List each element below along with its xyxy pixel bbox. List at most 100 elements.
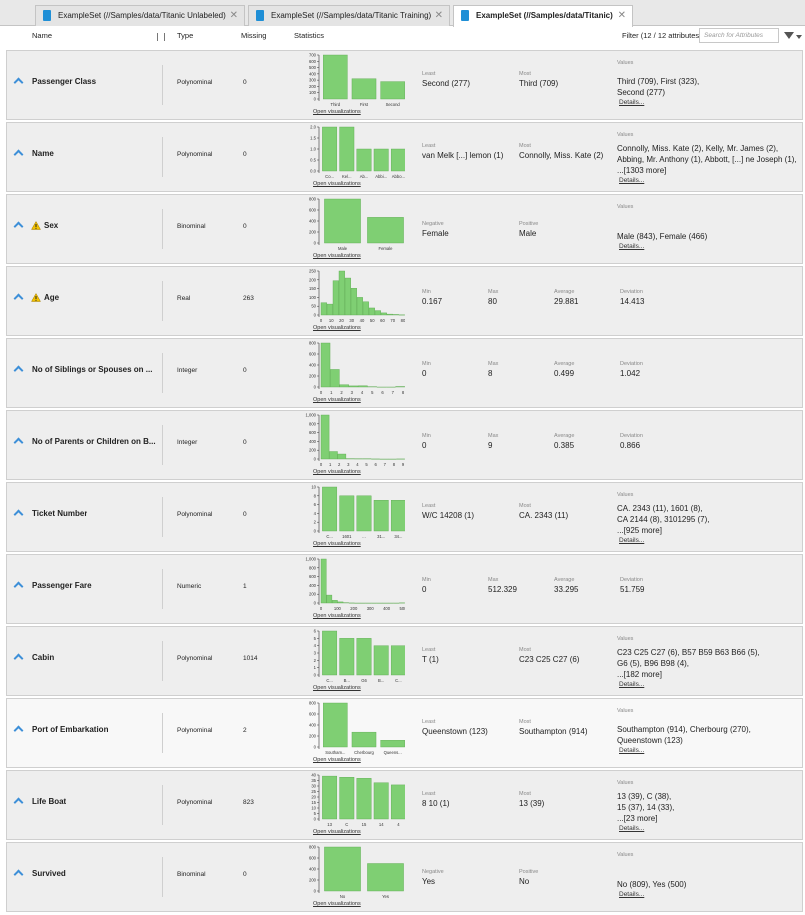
histogram[interactable]: 0 200 400 600 800 0 1 2 3 4 5 6 7 8 [295,339,405,407]
chevron-up-icon[interactable] [14,78,23,85]
filter-dropdown-icon[interactable] [782,28,802,43]
chevron-up-icon[interactable] [14,222,23,229]
histogram[interactable]: 0 5 10 15 20 25 30 35 40 13 C 15 14 4 [295,771,405,839]
x-tick-label: 3 [351,390,354,395]
attribute-row[interactable]: Passenger Fare Numeric 1 0 200 400 600 800 1,000… [6,554,803,624]
histogram[interactable]: 0 200 400 600 800 Southam... Cherbourg Queens..… [295,699,405,767]
header-missing[interactable]: Missing [241,31,267,40]
close-icon[interactable]: ✕ [617,10,626,21]
x-tick-label: 80 [401,318,405,323]
chevron-up-icon[interactable] [14,726,23,733]
attribute-name[interactable]: Age [44,293,60,302]
open-visualizations-link[interactable]: Open visualizations [313,541,361,547]
stat-value: Second (277) [422,79,471,88]
details-link[interactable]: Details... [619,891,645,898]
open-visualizations-link[interactable]: Open visualizations [313,829,361,835]
y-tick-label: 4 [314,643,317,648]
attribute-row[interactable]: Life Boat Polynominal 823 0 5 10 15 20 25 30 35 40 1… [6,770,803,840]
chevron-up-icon[interactable] [14,654,23,661]
open-visualizations-link[interactable]: Open visualizations [313,253,361,259]
y-tick-label: 600 [309,856,317,861]
open-visualizations-link[interactable]: Open visualizations [313,325,361,331]
x-tick-label: 31... [377,534,385,539]
missing-count: 0 [243,871,247,878]
open-visualizations-link[interactable]: Open visualizations [313,757,361,763]
y-tick-label: 200 [309,734,317,739]
attribute-row[interactable]: Passenger Class Polynominal 0 0 100 200 300 400… [6,50,803,120]
attribute-row[interactable]: Ticket Number Polynominal 0 0 2 4 6 8 10 C... 1601… [6,482,803,552]
chevron-up-icon[interactable] [14,870,23,877]
y-tick-label: 400 [309,219,317,224]
histogram[interactable]: 0 2 4 6 8 10 C... 1601... 31... 34... [295,483,405,551]
y-tick-label: 600 [309,712,317,717]
open-visualizations-link[interactable]: Open visualizations [313,469,361,475]
open-visualizations-link[interactable]: Open visualizations [313,181,361,187]
attribute-name[interactable]: No of Parents or Children on B... [32,437,156,446]
attribute-name[interactable]: Passenger Fare [32,581,92,590]
chevron-up-icon[interactable] [14,294,23,301]
details-link[interactable]: Details... [619,537,645,544]
x-tick-label: G6 [361,678,367,683]
attribute-name[interactable]: No of Siblings or Spouses on ... [32,365,153,374]
details-link[interactable]: Details... [619,99,645,106]
attribute-name[interactable]: Survived [32,869,66,878]
y-tick-label: 400 [309,71,317,76]
attribute-row[interactable]: Age Real 263 0 50 100 150 200 250 0 10 20 30 40 50 60 70… [6,266,803,336]
histogram[interactable]: 0 200 400 600 800 Male Female [295,195,405,263]
attribute-row[interactable]: Survived Binominal 0 0 200 400 600 800 No Yes Open… [6,842,803,912]
stat-label: Least [422,647,436,653]
search-input[interactable]: Search for Attributes [699,28,779,43]
attribute-name[interactable]: Life Boat [32,797,67,806]
attribute-name[interactable]: Sex [44,221,59,230]
histogram[interactable]: 0 50 100 150 200 250 0 10 20 30 40 50 60 70 80 [295,267,405,335]
stat-label: Least [422,71,436,77]
histogram[interactable]: 0 1 2 3 4 5 6 C... B... G6 B... C... [295,627,405,695]
attribute-name[interactable]: Passenger Class [32,77,97,86]
attribute-row[interactable]: Name Polynominal 0 0.0 0.5 1.0 1.5 2.0 Co... Kel.… [6,122,803,192]
open-visualizations-link[interactable]: Open visualizations [313,613,361,619]
open-visualizations-link[interactable]: Open visualizations [313,685,361,691]
details-link[interactable]: Details... [619,681,645,688]
x-tick-label: Cherbourg [354,750,374,755]
details-link[interactable]: Details... [619,243,645,250]
attribute-name[interactable]: Port of Embarkation [32,725,109,734]
details-link[interactable]: Details... [619,747,645,754]
header-name[interactable]: Name [32,31,53,40]
close-icon[interactable]: ✕ [434,10,443,21]
tab-titanic-unlabeled[interactable]: ExampleSet (//Samples/data/Titanic Unlab… [35,5,245,26]
header-type[interactable]: Type [177,31,194,40]
attribute-row[interactable]: No of Siblings or Spouses on ... Integer 0… [6,338,803,408]
x-tick-label: 13 [327,822,332,827]
chevron-up-icon[interactable] [14,438,23,445]
attribute-row[interactable]: Port of Embarkation Polynominal 2 0 200 400 60… [6,698,803,768]
stat-value: 9 [488,441,493,450]
chevron-up-icon[interactable] [14,510,23,517]
attribute-name[interactable]: Cabin [32,653,55,662]
details-link[interactable]: Details... [619,825,645,832]
y-tick-label: 0 [314,97,317,102]
chevron-up-icon[interactable] [14,366,23,373]
attribute-row[interactable]: Sex Binominal 0 0 200 400 600 800 Male Female Open… [6,194,803,264]
open-visualizations-link[interactable]: Open visualizations [313,901,361,907]
histogram[interactable]: 0 200 400 600 800 1,000 0 100 200 300 400 500 [295,555,405,623]
chevron-up-icon[interactable] [14,150,23,157]
histogram[interactable]: 0 100 200 300 400 500 600 700 Third First Second [295,51,405,119]
histogram[interactable]: 0 200 400 600 800 1,000 0 1 2 3 4 5 6 7 8 9 [295,411,405,479]
open-visualizations-link[interactable]: Open visualizations [313,109,361,115]
attribute-row[interactable]: Cabin Polynominal 1014 0 1 2 3 4 5 6 C... B... G6 B..… [6,626,803,696]
histogram[interactable]: 0.0 0.5 1.0 1.5 2.0 Co... Kel... Ab... Abbi... Ab… [295,123,405,191]
close-icon[interactable]: ✕ [229,10,238,21]
tab-titanic[interactable]: ExampleSet (//Samples/data/Titanic) ✕ [453,5,633,27]
values-label: Values [617,780,634,786]
histogram[interactable]: 0 200 400 600 800 No Yes [295,843,405,911]
attribute-row[interactable]: No of Parents or Children on B... Integer… [6,410,803,480]
attribute-name[interactable]: Ticket Number [32,509,88,518]
details-link[interactable]: Details... [619,177,645,184]
attribute-name[interactable]: Name [32,149,54,158]
chevron-up-icon[interactable] [14,798,23,805]
y-tick-label: 800 [309,197,317,202]
chevron-up-icon[interactable] [14,582,23,589]
tab-titanic-training[interactable]: ExampleSet (//Samples/data/Titanic Train… [248,5,450,26]
open-visualizations-link[interactable]: Open visualizations [313,397,361,403]
column-resize-icon[interactable] [157,33,165,41]
